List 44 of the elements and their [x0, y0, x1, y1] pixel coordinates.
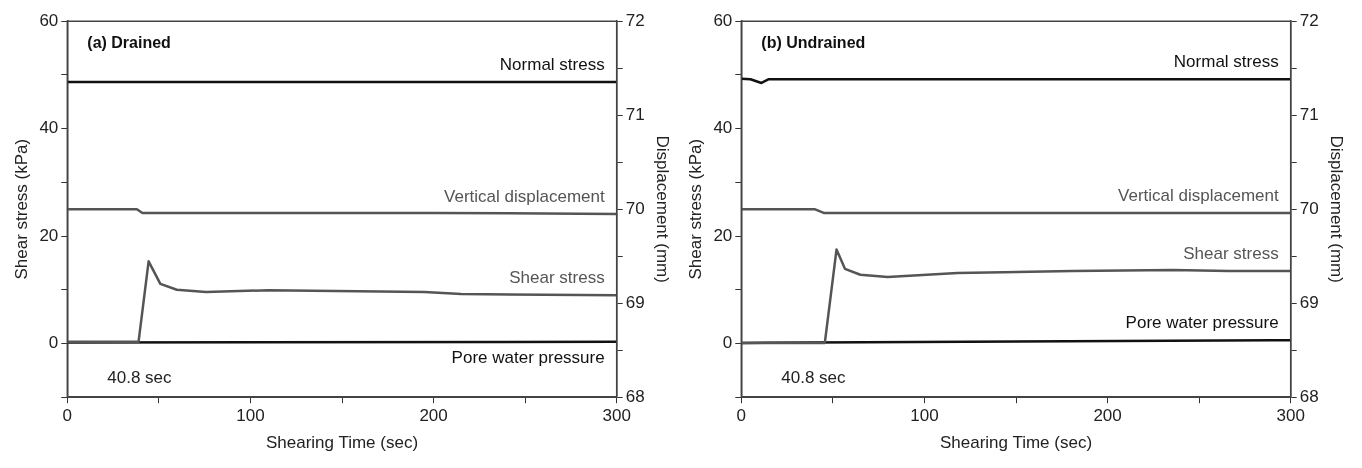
y2-axis-title: Displacement (mm) [653, 135, 673, 283]
series-label: Normal stress [1173, 52, 1279, 72]
x-tick-label: 300 [602, 406, 631, 426]
y-tick-label: 40 [39, 118, 59, 138]
series-label: Shear stress [509, 268, 605, 288]
y-axis-title: Shear stress (kPa) [11, 138, 31, 280]
y2-tick-label: 70 [625, 198, 645, 218]
x-axis-title: Shearing Time (sec) [939, 433, 1093, 453]
y2-axis-title: Displacement (mm) [1327, 135, 1347, 283]
text: (b) Undrained [761, 33, 866, 51]
y2-tick-label: 70 [1299, 198, 1319, 218]
text: (a) Drained [87, 33, 171, 51]
y2-tick-label: 68 [1299, 386, 1319, 406]
series-label: Pore water pressure [1125, 313, 1279, 333]
annotation: 40.8 sec [781, 368, 847, 388]
x-tick-label: 0 [736, 406, 747, 426]
y-tick-label: 0 [722, 333, 733, 353]
series-label: Pore water pressure [451, 348, 605, 368]
y2-tick-label: 72 [625, 10, 645, 30]
y2-tick-label: 72 [1299, 10, 1319, 30]
series-label: Vertical displacement [1118, 186, 1279, 206]
y-tick-label: 60 [39, 10, 59, 30]
y-tick-label: 20 [713, 225, 733, 245]
x-tick-label: 200 [419, 406, 448, 426]
x-tick-label: 0 [62, 406, 73, 426]
series-label: Shear stress [1183, 244, 1279, 264]
x-tick-label: 200 [1093, 406, 1122, 426]
y-tick-label: 40 [713, 118, 733, 138]
y2-tick-label: 68 [625, 386, 645, 406]
y2-tick-label: 71 [1299, 104, 1319, 124]
y2-tick-label: 71 [625, 104, 645, 124]
x-axis-title: Shearing Time (sec) [265, 433, 419, 453]
series-label: Normal stress [499, 55, 605, 75]
x-tick-label: 100 [910, 406, 939, 426]
y-tick-label: 20 [39, 225, 59, 245]
y2-tick-label: 69 [625, 292, 645, 312]
x-tick-label: 100 [236, 406, 265, 426]
series-label: Vertical displacement [444, 187, 605, 207]
annotation: 40.8 sec [107, 368, 173, 388]
y-tick-label: 60 [713, 10, 733, 30]
y2-tick-label: 69 [1299, 292, 1319, 312]
y-axis-title: Shear stress (kPa) [685, 138, 705, 280]
y-tick-label: 0 [48, 333, 59, 353]
x-tick-label: 300 [1276, 406, 1305, 426]
